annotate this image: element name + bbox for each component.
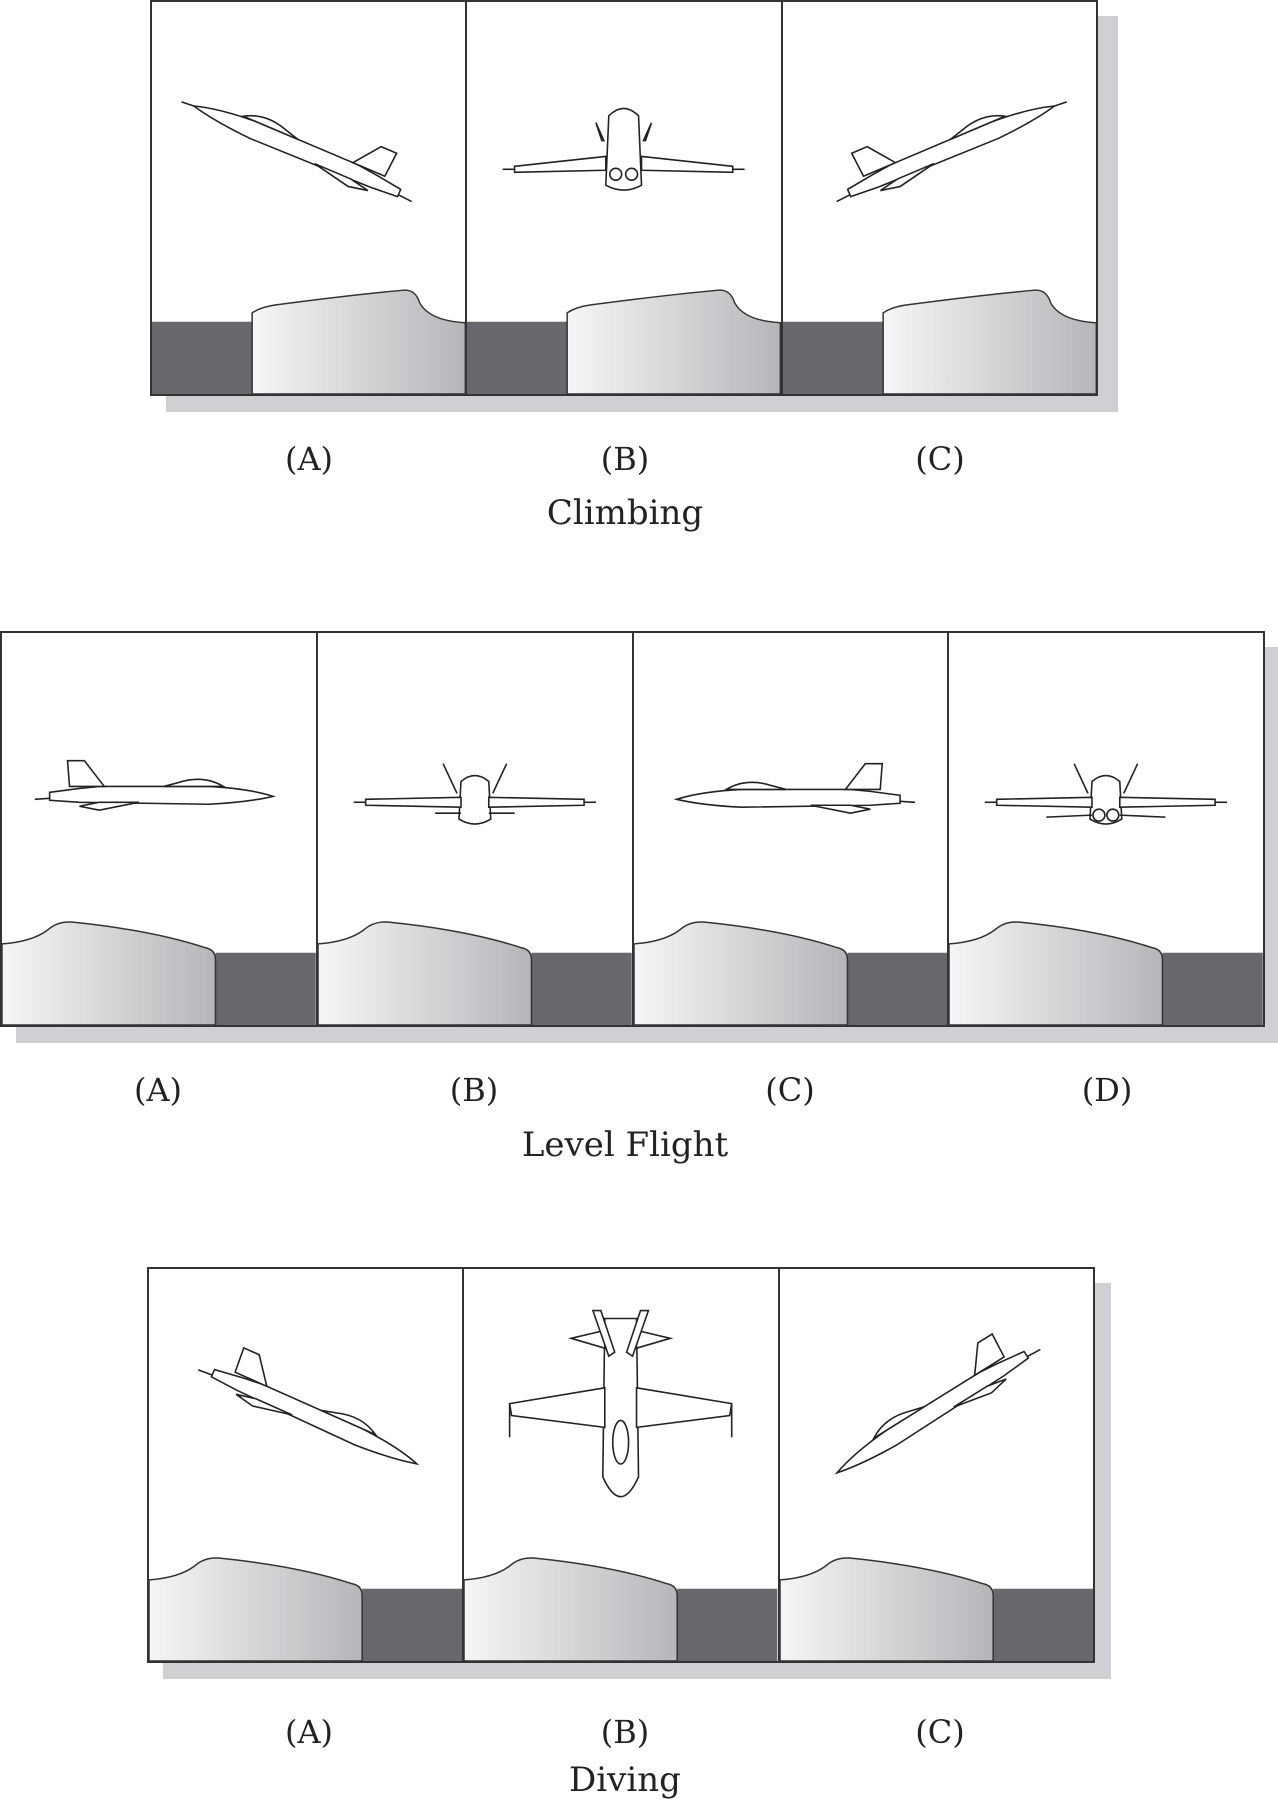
diving-c-scene xyxy=(779,1332,1093,1661)
ground-dark-area xyxy=(846,952,948,1025)
hill xyxy=(882,289,1096,394)
ground-dark-area xyxy=(992,1588,1093,1661)
climbing-b-scene xyxy=(467,107,781,394)
level-panel-c xyxy=(631,633,948,1025)
jet-side-icon xyxy=(835,101,1067,203)
diving-b-scene xyxy=(464,1309,778,1661)
diving-label-c: (C) xyxy=(915,1713,965,1751)
ground-dark-area xyxy=(782,321,883,394)
diving-panel-b xyxy=(462,1269,778,1661)
level-d-scene xyxy=(949,763,1263,1025)
diving-panel-c xyxy=(777,1269,1093,1661)
level-b-scene xyxy=(317,763,632,1025)
ground-dark-area xyxy=(362,1588,463,1661)
ground-dark-area xyxy=(531,952,632,1025)
diving-caption: Diving xyxy=(569,1760,681,1800)
jet-top-icon xyxy=(509,1309,733,1498)
level-label-b: (B) xyxy=(449,1071,499,1109)
diving-label-a: (A) xyxy=(284,1713,334,1751)
ground-dark-area xyxy=(152,321,253,394)
level-a-scene xyxy=(2,759,316,1025)
ground-dark-area xyxy=(677,1588,778,1661)
hill xyxy=(464,1557,679,1661)
hill xyxy=(566,289,781,394)
level-panel-a xyxy=(2,633,316,1025)
ground-dark-area xyxy=(467,321,568,394)
jet-side-icon xyxy=(834,1332,1041,1475)
jet-rear-icon xyxy=(503,107,745,191)
climbing-label-c: (C) xyxy=(915,440,965,478)
hill xyxy=(317,921,532,1025)
level-strip xyxy=(0,631,1265,1027)
climbing-strip xyxy=(150,0,1098,396)
hill xyxy=(633,921,848,1025)
climbing-panel-a xyxy=(152,2,466,394)
climbing-caption: Climbing xyxy=(546,493,704,533)
jet-side-icon xyxy=(34,759,277,811)
diving-a-scene xyxy=(149,1346,463,1661)
ground-dark-area xyxy=(215,952,316,1025)
level-panel-d xyxy=(947,633,1263,1025)
diving-label-b: (B) xyxy=(600,1713,650,1751)
climbing-panel-c xyxy=(780,2,1096,394)
level-label-d: (D) xyxy=(1081,1071,1133,1109)
level-c-scene xyxy=(633,762,948,1025)
climbing-a-scene xyxy=(152,101,466,394)
diving-strip xyxy=(147,1267,1095,1663)
hill xyxy=(251,289,466,394)
jet-side-icon xyxy=(197,1346,420,1466)
climbing-panel-b xyxy=(465,2,781,394)
hill xyxy=(779,1557,994,1661)
diving-panel-a xyxy=(149,1269,463,1661)
hill xyxy=(949,921,1164,1025)
ground-dark-area xyxy=(1162,952,1263,1025)
jet-front-icon xyxy=(353,763,596,825)
level-label-c: (C) xyxy=(765,1071,815,1109)
jet-side-icon xyxy=(673,762,915,814)
level-panel-b xyxy=(315,633,632,1025)
hill xyxy=(2,921,217,1025)
level-caption: Level Flight xyxy=(521,1125,729,1165)
climbing-label-b: (B) xyxy=(600,440,650,478)
climbing-label-a: (A) xyxy=(284,440,334,478)
climbing-c-scene xyxy=(782,101,1096,394)
hill xyxy=(149,1557,363,1661)
jet-rear-icon xyxy=(984,763,1228,825)
level-label-a: (A) xyxy=(133,1071,183,1109)
jet-side-icon xyxy=(181,101,413,203)
